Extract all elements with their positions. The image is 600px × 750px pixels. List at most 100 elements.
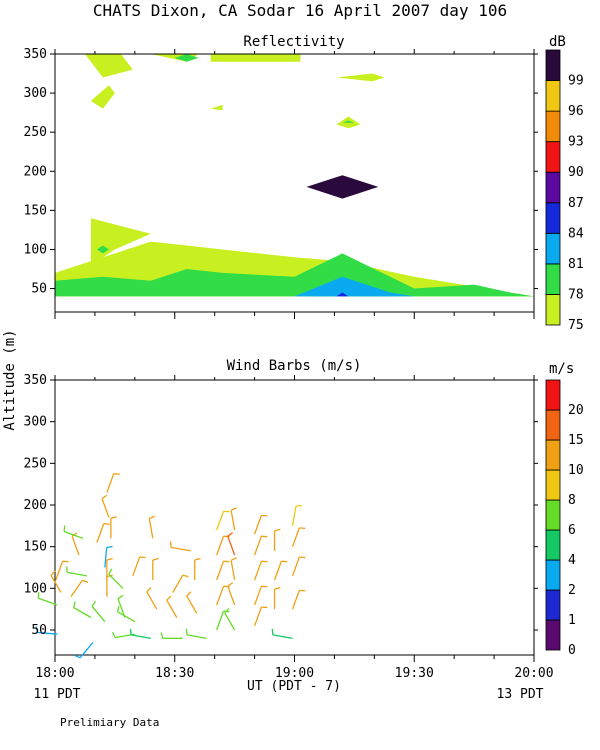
wind-barb (71, 532, 80, 556)
y-tick-label: 350 (24, 47, 47, 62)
reflectivity-region-12 (342, 120, 355, 123)
colorbar-label: 15 (568, 433, 584, 448)
colorbar-swatch (545, 469, 561, 501)
x-tick-label: 19:00 (275, 666, 314, 681)
windbarb-x-ticks: 18:00 18:30 19:00 19:30 20:00 (35, 375, 554, 681)
colorbar-label: 4 (568, 553, 576, 568)
colorbar-swatch (545, 110, 561, 143)
wind-barb (253, 535, 268, 556)
reflectivity-region-14 (336, 292, 349, 297)
wind-barb (291, 527, 306, 547)
colorbar-label: 75 (568, 318, 584, 333)
reflectivity-colorbar: 75 78 81 84 87 90 93 96 99 (545, 49, 584, 333)
colorbar-label: 10 (568, 463, 584, 478)
wind-barb (227, 582, 236, 606)
x-axis-label: UT (PDT - 7) (247, 679, 341, 694)
colorbar-swatch (545, 619, 561, 651)
wind-barb (253, 606, 268, 627)
colorbar-swatch (545, 232, 561, 265)
wind-barb (35, 626, 58, 635)
wind-barb (129, 628, 151, 639)
wind-barbs (35, 473, 306, 659)
y-tick-label: 300 (24, 415, 47, 430)
reflectivity-y-ticks: 50 100 150 200 250 300 350 (24, 47, 538, 297)
colorbar-swatch (545, 294, 561, 326)
y-tick-label: 250 (24, 125, 47, 140)
wind-barb (230, 557, 237, 581)
reflectivity-contours (55, 54, 534, 297)
wind-barb (160, 632, 183, 639)
wind-barb (72, 601, 92, 619)
y-tick-label: 50 (31, 282, 47, 297)
colorbar-swatch (545, 171, 561, 204)
colorbar-label: 78 (568, 287, 584, 302)
y-tick-label: 300 (24, 86, 47, 101)
wind-barb (146, 587, 158, 610)
wind-barb (216, 610, 230, 631)
colorbar-label: 0 (568, 643, 576, 658)
colorbar-swatch (545, 263, 561, 295)
wind-barb (253, 585, 268, 606)
colorbar-swatch (545, 559, 561, 591)
wind-barb (37, 592, 58, 606)
reflectivity-region-6 (336, 73, 385, 82)
colorbar-label: 96 (568, 104, 584, 119)
colorbar-label: 81 (568, 257, 584, 272)
x-tick-label: 18:30 (155, 666, 194, 681)
figure-title: CHATS Dixon, CA Sodar 16 April 2007 day … (93, 1, 507, 20)
colorbar-swatch (545, 409, 561, 441)
y-tick-label: 100 (24, 242, 47, 257)
colorbar-label: 6 (568, 523, 576, 538)
wind-barb (291, 556, 306, 577)
wind-barb (253, 560, 268, 581)
wind-barb (50, 570, 62, 593)
colorbar-label: 8 (568, 493, 576, 508)
reflectivity-units: dB (549, 34, 566, 50)
wind-barb (108, 568, 124, 589)
colorbar-swatch (545, 589, 561, 621)
wind-barb (132, 556, 146, 577)
colorbar-label: 90 (568, 165, 584, 180)
y-tick-label: 250 (24, 456, 47, 471)
wind-barb (273, 528, 281, 551)
y-tick-label: 100 (24, 581, 47, 596)
colorbar-label: 87 (568, 196, 584, 211)
wind-barb (216, 535, 230, 556)
wind-barb (216, 510, 230, 531)
wind-barb (172, 574, 189, 593)
reflectivity-region-9 (55, 253, 534, 297)
y-tick-label: 50 (31, 623, 47, 638)
reflectivity-x-ticks (54, 49, 535, 319)
wind-barb (166, 595, 178, 618)
wind-barb (230, 507, 237, 531)
y-tick-label: 200 (24, 164, 47, 179)
windbarb-colorbar: 0 1 2 4 6 8 10 15 20 (545, 379, 584, 658)
wind-barb (55, 560, 69, 581)
wind-barb (101, 494, 110, 518)
reflectivity-region-13 (294, 276, 415, 297)
wind-barb (152, 557, 159, 580)
wind-barb (70, 579, 89, 598)
windbarb-y-ticks: 50 100 150 200 250 300 350 (24, 373, 538, 638)
reflectivity-region-15 (306, 175, 379, 199)
wind-barb (273, 560, 288, 581)
colorbar-label: 20 (568, 403, 584, 418)
colorbar-swatch (545, 379, 561, 411)
right-sublabel: 13 PDT (497, 687, 544, 702)
wind-barb (291, 589, 306, 610)
wind-barb (216, 585, 230, 606)
colorbar-label: 2 (568, 583, 576, 598)
wind-barb (148, 515, 156, 539)
wind-barb (106, 473, 120, 493)
wind-barb (110, 516, 117, 539)
wind-barb (273, 586, 281, 610)
wind-barb (224, 607, 236, 631)
colorbar-swatch (545, 499, 561, 531)
y-tick-label: 200 (24, 498, 47, 513)
wind-barb (169, 541, 191, 552)
wind-barb (186, 591, 198, 614)
colorbar-swatch (545, 202, 561, 234)
left-sublabel: 11 PDT (34, 687, 81, 702)
wind-barb (96, 523, 110, 543)
